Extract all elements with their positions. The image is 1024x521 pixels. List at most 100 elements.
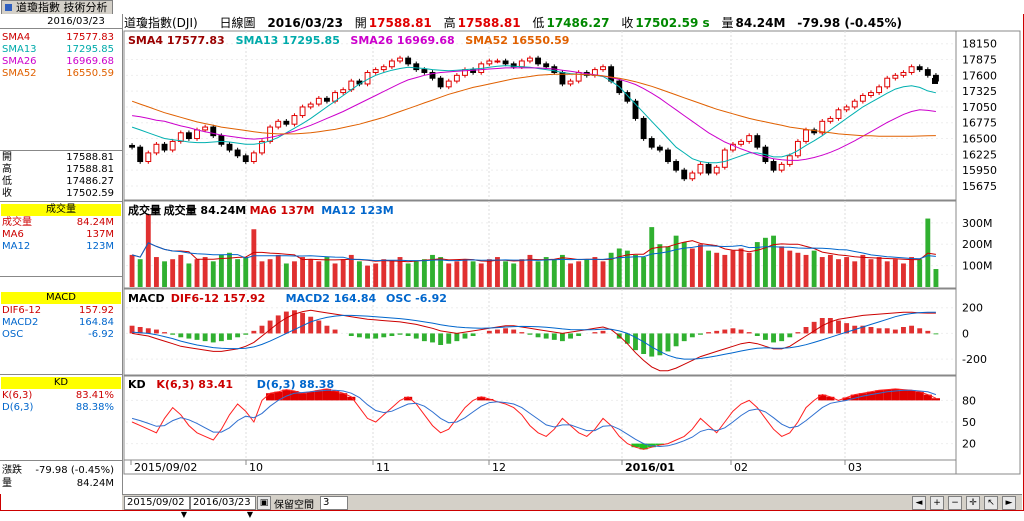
macd-osc-bar <box>413 333 419 339</box>
volume-tick-label: 200M <box>962 238 993 251</box>
macd-row: DIF6-12 157.92 <box>2 305 120 317</box>
candle-body <box>600 66 606 71</box>
candle-body <box>185 132 192 140</box>
macd-osc-bar <box>503 328 509 334</box>
vol-row: MA12 123M <box>2 241 120 253</box>
macd-osc-bar <box>730 328 736 334</box>
candle-body <box>161 143 168 151</box>
price-tick-label: 17050 <box>962 101 997 114</box>
kd-oversold-fill <box>639 443 648 450</box>
macd-legend-item: MACD <box>128 292 165 305</box>
open-value: 17588.81 <box>368 16 432 30</box>
crosshair-icon[interactable]: ✛ <box>966 496 980 510</box>
candle-body <box>908 66 915 73</box>
ohlc-value: 17486.27 <box>66 176 114 187</box>
volume-bar <box>868 259 874 287</box>
kd-overbought-fill <box>485 398 494 401</box>
vol-label: MA6 <box>2 229 24 240</box>
candle-body <box>819 120 826 134</box>
vol-value: 123M <box>86 241 114 252</box>
macd-osc-bar <box>698 333 703 335</box>
zoom-out-icon[interactable]: − <box>948 496 962 510</box>
close-label: 收 <box>621 16 634 30</box>
divider <box>0 28 122 29</box>
end-date-select[interactable]: 2016/03/23 ▼ <box>190 496 256 519</box>
close-value: 17502.59 s <box>635 16 710 30</box>
volume-bar <box>202 257 208 287</box>
candle-body <box>835 109 842 119</box>
kd-overbought-fill <box>818 394 827 401</box>
volume-tick-label: 100M <box>962 260 993 273</box>
candle-body <box>291 115 298 125</box>
volume-bar <box>527 254 533 287</box>
macd-osc-bar <box>771 333 776 343</box>
kd-tick-label: 20 <box>962 438 976 451</box>
volume-bar <box>803 254 809 287</box>
macd-osc-bar <box>860 325 866 334</box>
macd-osc-bar <box>227 333 232 340</box>
quote-header: 道瓊指數(DJI) 日線圖 2016/03/23 開 17588.81 高 1758… <box>124 15 910 31</box>
macd-osc-bar <box>308 316 314 334</box>
macd-osc-bar <box>722 329 728 334</box>
macd-osc-bar <box>389 333 395 336</box>
macd-legend-item: DIF6-12 157.92 <box>171 292 266 305</box>
macd-osc-bar <box>738 329 744 334</box>
candle-body <box>721 149 728 168</box>
macd-osc-bar <box>283 311 289 334</box>
sma-value: 17295.85 <box>66 44 114 55</box>
sma-value: 16550.59 <box>66 68 114 79</box>
macd-osc-bar <box>811 321 817 334</box>
volume-bar <box>162 261 167 287</box>
macd-osc-bar <box>462 333 468 339</box>
volume-legend-item: 成交量 84.24M <box>164 203 247 217</box>
volume-bar <box>381 259 387 287</box>
kd-label: K(6,3) <box>2 390 33 401</box>
pointer-icon[interactable]: ↖ <box>984 496 998 510</box>
macd-osc-bar <box>543 333 549 339</box>
kd-tick-label: 50 <box>962 416 976 429</box>
kd-legend-item: D(6,3) 88.38 <box>257 378 334 391</box>
macd-osc-bar <box>430 333 435 343</box>
candle-body <box>502 60 509 65</box>
scroll-right-button[interactable]: ► <box>1002 496 1016 510</box>
start-date-select[interactable]: 2015/09/02 ▼ <box>124 496 190 519</box>
volume-bar <box>657 244 663 287</box>
volume-bar <box>673 235 679 287</box>
macd-osc-bar <box>714 330 720 334</box>
ohlc-row: 高 17588.81 <box>2 164 120 176</box>
chart-area[interactable]: 18150 17875 17600 17325 17050 16775 16500 16225… <box>0 0 1024 495</box>
candle-body <box>202 126 209 131</box>
macd-osc-bar <box>568 333 573 339</box>
candle-body <box>494 60 501 63</box>
candle-body <box>778 163 785 171</box>
kd-overbought-fill <box>883 389 892 401</box>
change-value: -79.98 (-0.45%) <box>35 465 114 476</box>
volume-bar <box>194 259 200 287</box>
volume-bar <box>332 263 338 287</box>
reserve-space-input[interactable]: 3 <box>320 496 348 510</box>
reserve-icon[interactable]: ▣ <box>257 496 271 510</box>
candle-body <box>397 57 403 62</box>
divider <box>0 460 122 461</box>
sma-label: SMA26 <box>2 56 37 67</box>
volume-bar <box>917 259 923 287</box>
volume-bar <box>470 261 476 287</box>
candle-body <box>437 77 444 88</box>
volume-bar <box>616 248 622 287</box>
candle-body <box>803 129 809 142</box>
ohlc-label: 低 <box>2 176 12 187</box>
vol-label: MA12 <box>2 241 31 252</box>
volume-bar <box>819 257 825 287</box>
macd-osc-bar <box>356 333 362 338</box>
price-legend-item: SMA26 16969.68 <box>350 34 454 47</box>
zoom-in-icon[interactable]: + <box>930 496 944 510</box>
sma-row: SMA52 16550.59 <box>2 68 120 80</box>
price-panel-frame <box>123 30 957 201</box>
macd-osc-bar <box>779 333 785 342</box>
price-tick-label: 17875 <box>962 54 997 67</box>
price-tick-label: 16500 <box>962 133 997 146</box>
volume-section-title: 成交量 <box>1 204 121 216</box>
volume-row: 量 84.24M <box>2 478 120 490</box>
candle-body <box>851 100 858 108</box>
scroll-left-button[interactable]: ◄ <box>912 496 926 510</box>
